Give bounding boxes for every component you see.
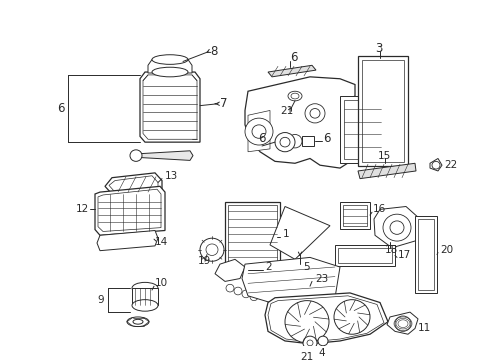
Text: 5: 5 — [303, 262, 309, 272]
Bar — [302, 136, 313, 146]
Polygon shape — [269, 207, 329, 259]
Text: 3: 3 — [374, 41, 382, 54]
Bar — [224, 202, 280, 269]
Polygon shape — [140, 151, 193, 161]
Polygon shape — [244, 77, 354, 168]
Circle shape — [305, 104, 325, 123]
Text: 10: 10 — [155, 278, 168, 288]
Text: 6: 6 — [289, 51, 297, 64]
Bar — [339, 202, 369, 229]
Circle shape — [333, 300, 369, 334]
Polygon shape — [215, 259, 244, 282]
Text: 18: 18 — [384, 245, 397, 255]
Text: 19: 19 — [198, 256, 211, 266]
Text: 20: 20 — [439, 245, 452, 255]
Ellipse shape — [127, 317, 149, 327]
Text: 22: 22 — [443, 160, 456, 170]
Bar — [339, 96, 384, 163]
Circle shape — [394, 316, 410, 331]
Text: 1: 1 — [283, 229, 289, 239]
Polygon shape — [429, 158, 441, 171]
Text: 9: 9 — [97, 294, 103, 305]
Text: 15: 15 — [377, 150, 390, 161]
Ellipse shape — [152, 55, 187, 64]
Circle shape — [309, 108, 319, 118]
Text: 7: 7 — [220, 97, 227, 110]
Text: 6: 6 — [57, 102, 64, 115]
Polygon shape — [373, 207, 419, 248]
Text: 23: 23 — [314, 274, 327, 284]
Text: 11: 11 — [417, 324, 430, 333]
Circle shape — [389, 221, 403, 234]
Circle shape — [431, 161, 439, 169]
Circle shape — [200, 238, 224, 261]
Text: 21: 21 — [299, 352, 313, 360]
Circle shape — [274, 132, 294, 152]
Polygon shape — [267, 296, 383, 342]
Text: 4: 4 — [317, 348, 324, 359]
Bar — [342, 204, 366, 226]
Circle shape — [225, 284, 234, 292]
Circle shape — [251, 125, 265, 138]
Bar — [357, 56, 407, 166]
Polygon shape — [242, 257, 339, 305]
Text: 8: 8 — [209, 45, 217, 58]
Polygon shape — [148, 59, 192, 73]
Circle shape — [345, 310, 358, 324]
Ellipse shape — [133, 319, 142, 324]
Polygon shape — [140, 72, 200, 142]
Ellipse shape — [287, 91, 302, 101]
Text: 13: 13 — [164, 171, 178, 181]
Polygon shape — [95, 186, 164, 235]
Circle shape — [317, 336, 327, 346]
Ellipse shape — [152, 67, 187, 77]
Circle shape — [205, 244, 218, 256]
Text: 14: 14 — [155, 237, 168, 247]
Bar — [132, 288, 158, 305]
Polygon shape — [98, 189, 161, 231]
Text: 16: 16 — [372, 204, 386, 214]
Bar — [343, 100, 380, 159]
Bar — [227, 204, 276, 266]
Ellipse shape — [290, 93, 298, 99]
Text: 21: 21 — [280, 107, 293, 116]
Text: 6: 6 — [323, 132, 330, 145]
Polygon shape — [386, 312, 417, 334]
Bar — [337, 248, 391, 263]
Bar — [361, 59, 403, 162]
Circle shape — [303, 336, 316, 350]
Polygon shape — [109, 176, 158, 192]
Polygon shape — [267, 65, 315, 77]
Bar — [334, 245, 394, 266]
Text: 6: 6 — [258, 132, 265, 145]
Circle shape — [130, 150, 142, 161]
Text: 12: 12 — [76, 204, 89, 214]
Circle shape — [242, 290, 249, 298]
Polygon shape — [357, 163, 415, 179]
Text: 17: 17 — [397, 249, 410, 260]
Circle shape — [287, 135, 302, 148]
Ellipse shape — [132, 300, 158, 311]
Polygon shape — [97, 230, 158, 251]
Circle shape — [249, 293, 258, 301]
Circle shape — [244, 118, 272, 145]
Polygon shape — [142, 75, 197, 139]
Circle shape — [298, 314, 314, 329]
Polygon shape — [247, 111, 269, 152]
Bar — [414, 216, 436, 293]
Polygon shape — [264, 293, 387, 344]
Polygon shape — [105, 173, 162, 194]
Text: 2: 2 — [264, 262, 271, 272]
Circle shape — [280, 138, 289, 147]
Ellipse shape — [132, 282, 158, 294]
Circle shape — [234, 287, 242, 295]
Circle shape — [306, 340, 312, 346]
Bar — [417, 219, 433, 290]
Circle shape — [382, 214, 410, 241]
Circle shape — [285, 301, 328, 343]
